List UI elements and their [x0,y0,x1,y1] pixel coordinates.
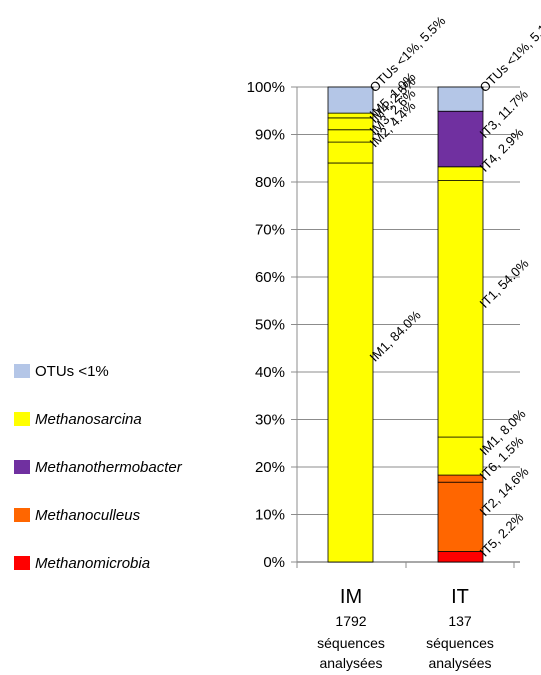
y-tick-label: 100% [247,79,285,96]
legend-label: Methanoculleus [35,507,141,524]
bar-segment-im-0 [327,162,374,563]
segment-label: IM1, 84.0% [367,307,424,364]
bars [327,86,484,563]
legend-swatch [14,460,30,474]
category-line1: séquences [317,635,385,651]
legend-swatch [14,508,30,522]
legend-label: OTUs <1% [35,363,109,380]
y-tick-label: 0% [263,554,285,571]
y-tick-label: 40% [255,364,285,381]
y-tick-label: 10% [255,507,285,524]
category-name: IM [340,586,362,608]
bar-segment-it-4 [437,180,484,438]
bar-segment-it-0 [437,551,484,563]
bar-segment-im-5 [327,86,374,114]
bar-segment-it-7 [437,86,484,112]
bar-segment-im-1 [327,141,374,164]
category-line2: analysées [428,655,491,671]
legend: OTUs <1% Methanosarcina Methanothermobacte… [14,363,183,572]
bar-segment-it-6 [437,110,484,168]
y-tick-label: 70% [255,222,285,239]
category-count: 137 [448,613,472,629]
y-tick-label: 80% [255,174,285,191]
legend-swatch [14,364,30,378]
y-tick-label: 50% [255,317,285,334]
bar-segment-it-5 [437,166,484,181]
category-count: 1792 [335,613,366,629]
segment-label: IT1, 54.0% [477,256,532,311]
bar-segment-it-1 [437,481,484,552]
category-line1: séquences [426,635,494,651]
y-tick-label: 90% [255,127,285,144]
legend-label: Methanothermobacter [35,459,183,476]
segment-label: OTUs <1%, 5.1% [477,13,541,95]
y-tick-labels: 0% 10% 20% 30% 40% 50% 60% 70% 80% 90% 100% [247,79,285,571]
legend-label: Methanomicrobia [35,555,150,572]
bar-segment-it-3 [437,436,484,476]
category-labels: IM 1792 séquences analysées IT 137 séquences an… [317,586,494,671]
y-tick-label: 20% [255,459,285,476]
legend-label: Methanosarcina [35,411,142,428]
legend-swatch [14,556,30,570]
y-tick-label: 30% [255,412,285,429]
category-name: IT [451,586,469,608]
legend-swatch [14,412,30,426]
bar-segment-it-2 [437,474,484,483]
y-tick-label: 60% [255,269,285,286]
category-line2: analysées [319,655,382,671]
